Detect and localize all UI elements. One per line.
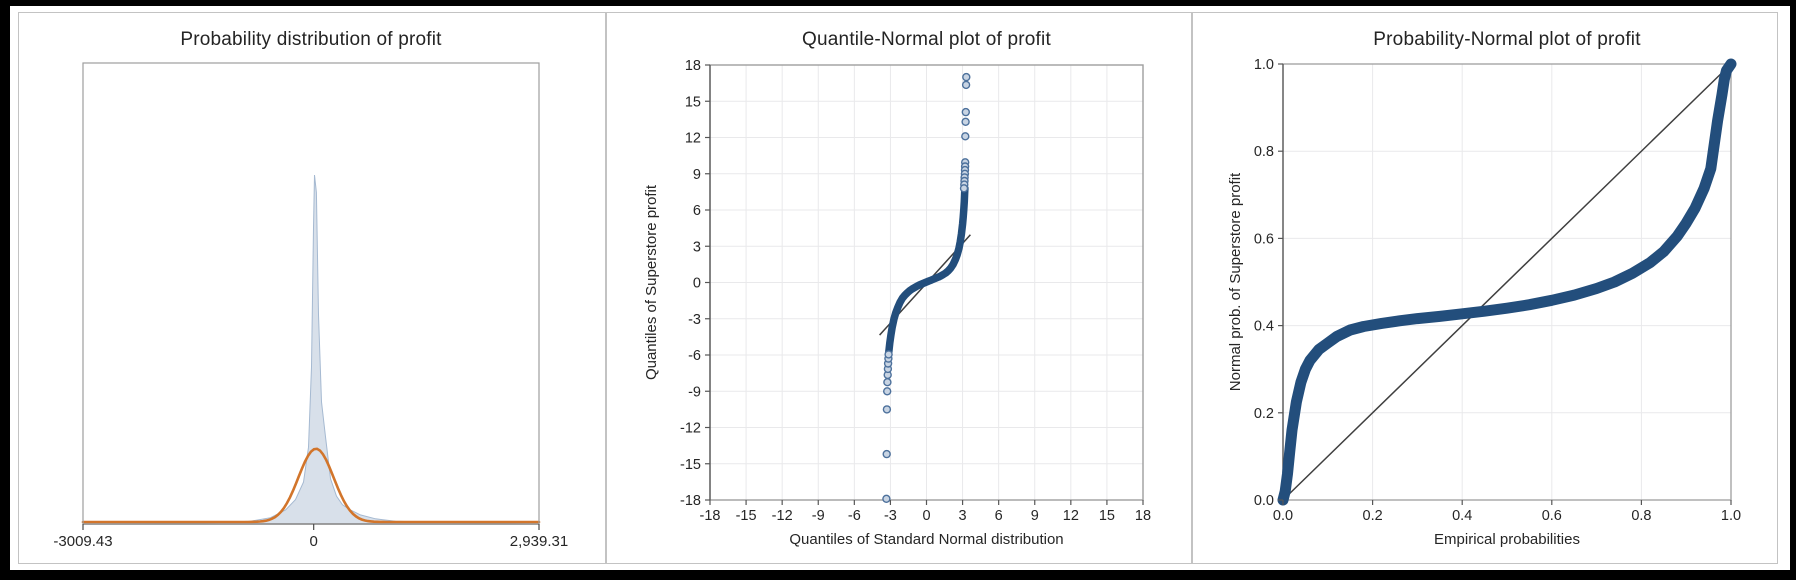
plots-canvas: Probability distribution of profit -3009… [10, 6, 1790, 570]
svg-text:0.8: 0.8 [1254, 144, 1274, 160]
svg-text:-15: -15 [736, 508, 757, 524]
svg-text:0.2: 0.2 [1254, 406, 1274, 422]
x-tick-labels: -3009.43 0 2,939.31 [53, 524, 568, 550]
svg-text:1.0: 1.0 [1254, 57, 1274, 73]
svg-text:6: 6 [693, 203, 701, 219]
svg-text:0.8: 0.8 [1631, 508, 1651, 524]
svg-text:-18: -18 [700, 508, 721, 524]
svg-text:15: 15 [1099, 508, 1115, 524]
density-panel-title: Probability distribution of profit [180, 29, 442, 50]
density-plot: -3009.43 0 2,939.31 [53, 62, 568, 550]
qq-dense-points [884, 184, 969, 358]
y-tick-labels: -18 -15 -12 -9 -6 -3 0 3 6 9 12 15 18 [680, 58, 710, 509]
gridlines [710, 65, 1143, 500]
quantile-normal-panel-title: Quantile-Normal plot of profit [802, 29, 1051, 50]
svg-text:-9: -9 [812, 508, 825, 524]
svg-text:2,939.31: 2,939.31 [510, 533, 568, 550]
normal-curve [81, 447, 541, 524]
density-area [82, 174, 540, 525]
density-panel: Probability distribution of profit -3009… [18, 12, 606, 564]
svg-text:0: 0 [310, 533, 318, 550]
axis-labels: Quantiles of Standard Normal distributio… [643, 184, 1064, 548]
svg-text:0.0: 0.0 [1273, 508, 1293, 524]
quantile-normal-plot: -18 -15 -12 -9 -6 -3 0 3 6 9 12 15 18 -18 -15 -12 -9 -6 -3… [643, 58, 1151, 548]
svg-text:0: 0 [693, 276, 701, 292]
svg-text:-15: -15 [680, 457, 701, 473]
x-axis-label: Empirical probabilities [1434, 531, 1580, 548]
axis-labels: Empirical probabilities Normal prob. of S… [1227, 172, 1580, 548]
svg-text:-3009.43: -3009.43 [53, 533, 112, 550]
svg-text:6: 6 [995, 508, 1003, 524]
quantile-normal-panel: Quantile-Normal plot of profit -18 -15 -12… [606, 12, 1192, 564]
y-axis-label: Normal prob. of Superstore profit [1227, 172, 1244, 391]
svg-text:-6: -6 [688, 348, 701, 364]
probability-normal-panel: Probability-Normal plot of profit 0.0 0.2… [1192, 12, 1778, 564]
svg-text:0.4: 0.4 [1254, 319, 1274, 335]
svg-text:0.6: 0.6 [1542, 508, 1562, 524]
svg-text:0.2: 0.2 [1363, 508, 1383, 524]
svg-text:-12: -12 [680, 421, 701, 437]
probability-normal-plot: 0.0 0.2 0.4 0.6 0.8 1.0 0.0 0.2 0.4 0.6 0.8 1.0 Empi… [1227, 57, 1741, 548]
svg-text:12: 12 [685, 131, 701, 147]
plot-box [82, 62, 540, 525]
svg-text:0.6: 0.6 [1254, 231, 1274, 247]
svg-text:-12: -12 [772, 508, 793, 524]
svg-text:-3: -3 [884, 508, 897, 524]
qq-outlier-points [882, 72, 971, 503]
svg-text:-9: -9 [688, 384, 701, 400]
probability-normal-panel-title: Probability-Normal plot of profit [1373, 29, 1641, 50]
svg-text:-18: -18 [680, 493, 701, 509]
density-plot-area [81, 174, 541, 525]
svg-text:18: 18 [1135, 508, 1151, 524]
svg-text:15: 15 [685, 94, 701, 110]
y-tick-labels: 0.0 0.2 0.4 0.6 0.8 1.0 [1254, 57, 1283, 509]
svg-text:12: 12 [1063, 508, 1079, 524]
svg-text:-6: -6 [848, 508, 861, 524]
reference-line [1282, 63, 1732, 501]
svg-text:0.0: 0.0 [1254, 493, 1274, 509]
svg-text:1.0: 1.0 [1721, 508, 1741, 524]
gridlines [1283, 64, 1731, 500]
svg-text:0: 0 [922, 508, 930, 524]
svg-text:0.4: 0.4 [1452, 508, 1472, 524]
y-axis-label: Quantiles of Superstore profit [643, 184, 660, 380]
svg-text:3: 3 [693, 239, 701, 255]
svg-text:3: 3 [959, 508, 967, 524]
x-axis-label: Quantiles of Standard Normal distributio… [789, 531, 1063, 548]
svg-text:18: 18 [685, 58, 701, 74]
svg-text:-3: -3 [688, 312, 701, 328]
x-tick-labels: 0.0 0.2 0.4 0.6 0.8 1.0 [1273, 500, 1741, 524]
svg-text:9: 9 [693, 167, 701, 183]
svg-text:9: 9 [1031, 508, 1039, 524]
pp-curve [1277, 58, 1737, 506]
x-tick-labels: -18 -15 -12 -9 -6 -3 0 3 6 9 12 15 18 [700, 500, 1151, 524]
